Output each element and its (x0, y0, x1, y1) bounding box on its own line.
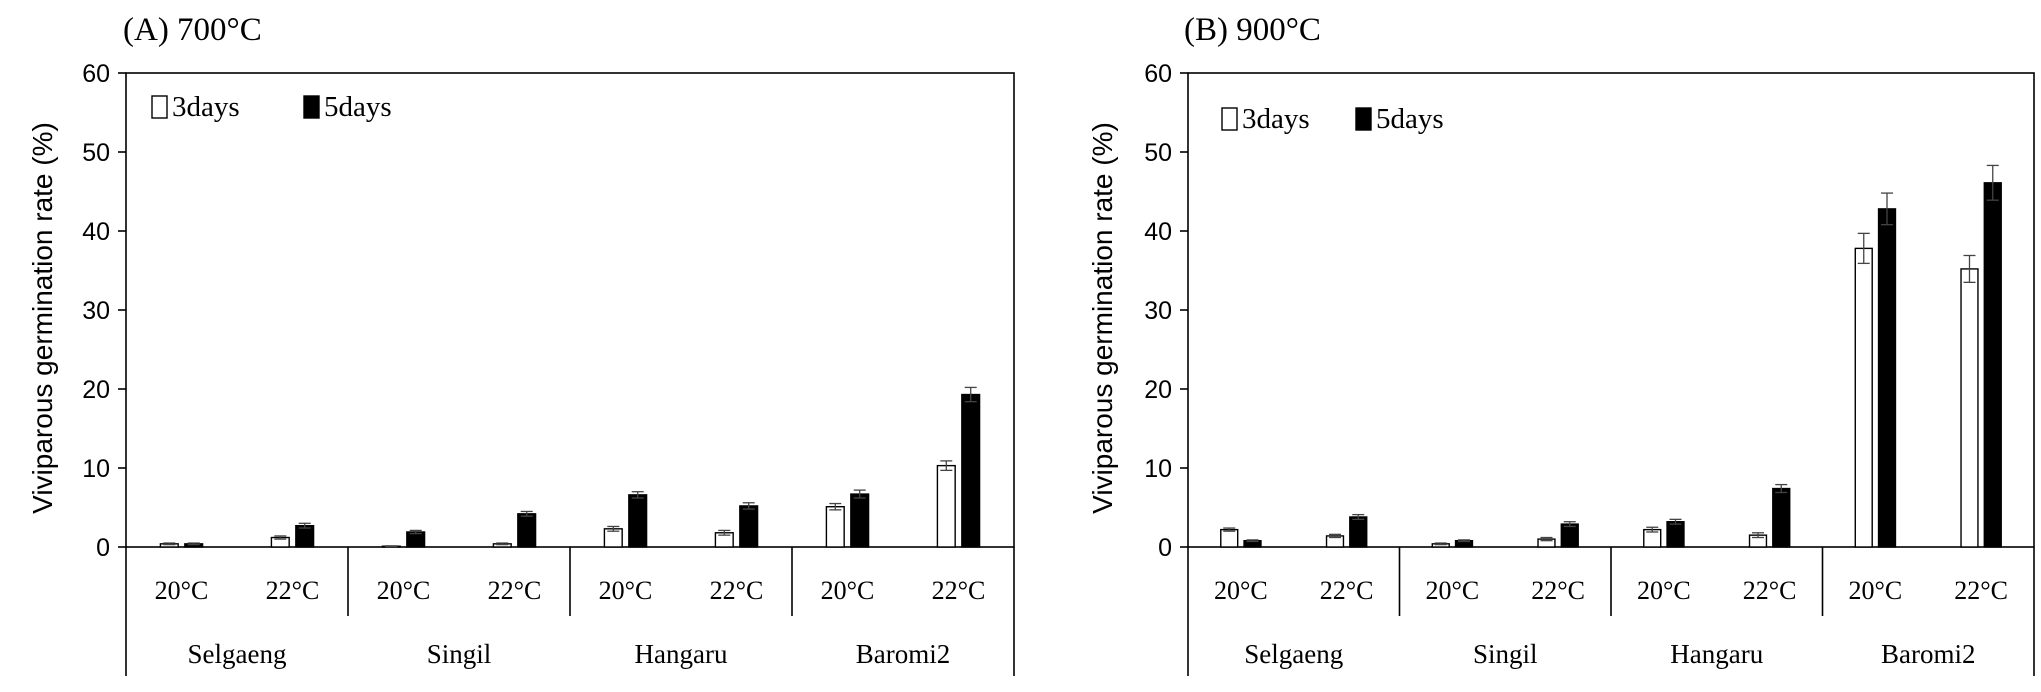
group-label: Baromi2 (1881, 639, 1976, 669)
bar-5days (1772, 487, 1791, 548)
bar-5days (1666, 521, 1685, 548)
y-tick-label: 60 (1144, 60, 1172, 88)
y-tick-label: 0 (96, 534, 110, 562)
legend-swatch-3days (151, 95, 168, 119)
y-tick-label: 40 (82, 218, 110, 246)
group-label: Singil (1473, 639, 1538, 669)
group-label: Hangaru (1670, 639, 1763, 669)
y-tick-label: 30 (1144, 297, 1172, 325)
bar-3days (936, 464, 956, 548)
y-tick-label: 10 (1144, 455, 1172, 483)
category-label: 20°C (1214, 576, 1268, 605)
y-tick-label: 50 (82, 139, 110, 167)
category-label: 22°C (1743, 576, 1797, 605)
plot-frame (1187, 72, 2035, 548)
bar-5days (961, 393, 981, 548)
y-tick-label: 30 (82, 297, 110, 325)
legend-swatch-5days (1355, 107, 1372, 131)
bar-5days (517, 513, 537, 548)
y-tick-label: 60 (82, 60, 110, 88)
legend-label: 5days (324, 91, 392, 123)
legend-label: 3days (172, 91, 240, 123)
y-tick-label: 40 (1144, 218, 1172, 246)
chart-1: (B) 900°C 0 10 20 30 40 50 60 Viviparous germina… (1087, 12, 2035, 676)
bar-3days (1854, 247, 1873, 548)
category-label: 20°C (155, 576, 209, 605)
legend-label: 3days (1242, 103, 1310, 135)
category-label: 20°C (821, 576, 875, 605)
bar-5days (1560, 523, 1579, 548)
category-label: 20°C (1426, 576, 1480, 605)
group-label: Selgaeng (1244, 639, 1343, 669)
group-label: Hangaru (635, 639, 728, 669)
y-axis-label: Viviparous germination rate (%) (27, 122, 58, 514)
legend-swatch-3days (1221, 107, 1238, 131)
bar-3days (825, 506, 845, 548)
y-axis-label: Viviparous germination rate (%) (1087, 122, 1118, 514)
y-tick-label: 10 (82, 455, 110, 483)
legend-swatch-5days (303, 95, 320, 119)
category-label: 22°C (710, 576, 764, 605)
group-label: Baromi2 (856, 639, 951, 669)
category-label: 22°C (488, 576, 542, 605)
plot-frame (125, 72, 1015, 548)
bar-5days (739, 505, 759, 548)
chart-0: (A) 700°C 0 10 20 30 40 50 60 Viviparous germina… (27, 12, 1015, 676)
category-label: 22°C (932, 576, 986, 605)
bar-5days (406, 531, 426, 548)
bar-5days (850, 493, 870, 548)
bar-5days (1349, 516, 1368, 548)
bar-5days (295, 524, 315, 548)
y-tick-label: 50 (1144, 139, 1172, 167)
category-label: 20°C (1849, 576, 1903, 605)
y-tick-label: 20 (82, 376, 110, 404)
bar-5days (1877, 208, 1897, 548)
category-label: 22°C (1320, 576, 1374, 605)
y-tick-label: 20 (1144, 376, 1172, 404)
category-label: 20°C (1637, 576, 1691, 605)
bar-5days (628, 494, 648, 548)
category-label: 20°C (377, 576, 431, 605)
bar-3days (1960, 268, 1979, 548)
category-label: 22°C (1954, 576, 2008, 605)
chart-title: (B) 900°C (1184, 12, 1321, 48)
category-label: 22°C (1531, 576, 1585, 605)
group-label: Singil (427, 639, 492, 669)
bar-5days (1983, 182, 2002, 548)
category-label: 22°C (266, 576, 320, 605)
category-label: 20°C (599, 576, 653, 605)
chart-title: (A) 700°C (123, 12, 262, 48)
bar-3days (1220, 528, 1239, 548)
group-label: Selgaeng (188, 639, 287, 669)
legend-label: 5days (1376, 103, 1444, 135)
y-tick-label: 0 (1158, 534, 1172, 562)
